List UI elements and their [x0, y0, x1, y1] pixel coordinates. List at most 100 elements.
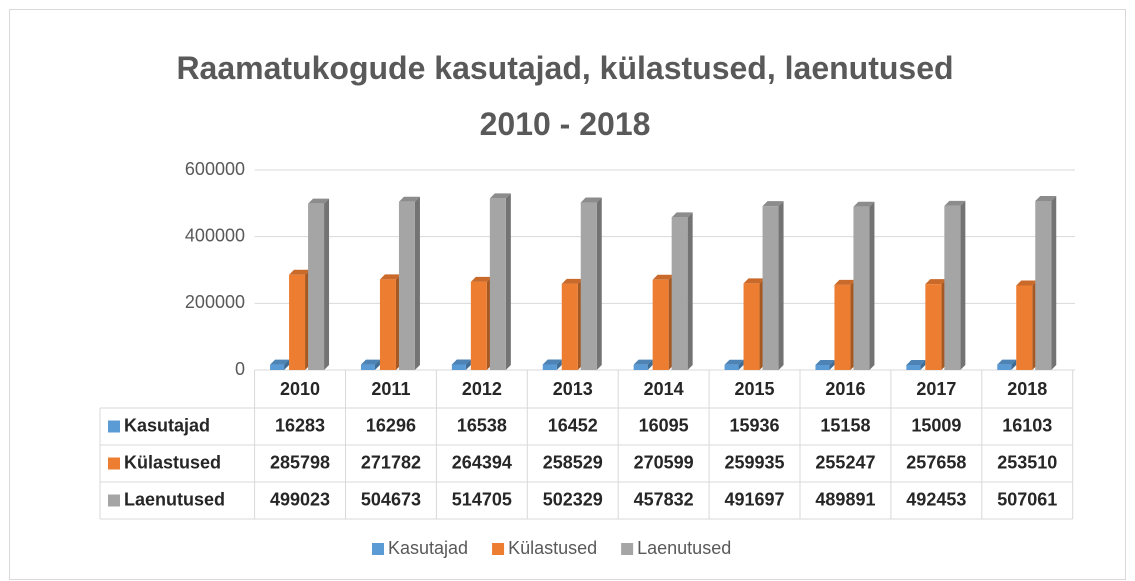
y-tick-label: 200000 — [185, 292, 245, 312]
bar-top — [743, 278, 765, 284]
bar — [289, 274, 306, 370]
bar-top — [580, 197, 602, 203]
bar — [580, 202, 597, 370]
bar-side — [414, 196, 420, 370]
table-cell: 259935 — [725, 452, 785, 472]
bar-top — [489, 193, 511, 199]
bar — [360, 364, 375, 370]
table-cell: 253510 — [997, 452, 1057, 472]
bar-top — [925, 279, 947, 285]
bar — [470, 281, 487, 370]
bar-top — [652, 274, 674, 280]
table-cell: 491697 — [725, 489, 785, 509]
table-cell: 270599 — [634, 452, 694, 472]
legend-label: Laenutused — [637, 538, 731, 558]
chart-title: Raamatukogude kasutajad, külastused, lae… — [176, 50, 954, 142]
bar-side — [869, 201, 875, 370]
bar-side — [1011, 359, 1017, 370]
bar-top — [451, 359, 471, 365]
bar-side — [687, 212, 693, 370]
table-cell: 257658 — [906, 452, 966, 472]
y-tick-label: 400000 — [185, 225, 245, 245]
y-tick-label: 600000 — [185, 159, 245, 179]
legend-label: Külastused — [508, 538, 597, 558]
bar — [633, 364, 648, 370]
table-legend-key — [108, 420, 120, 433]
x-tick-label: 2017 — [916, 379, 956, 399]
x-tick-label: 2012 — [462, 379, 502, 399]
table-row-label: Külastused — [124, 452, 221, 472]
bar-top — [834, 279, 856, 285]
bar — [561, 283, 578, 370]
table-cell: 271782 — [361, 452, 421, 472]
bar — [762, 206, 779, 370]
bar-top — [308, 198, 330, 204]
bar — [925, 284, 942, 370]
bar-top — [1035, 195, 1057, 201]
bar — [1035, 200, 1052, 370]
bar-top — [997, 359, 1017, 365]
table-cell: 492453 — [906, 489, 966, 509]
y-tick-label: 0 — [235, 359, 245, 379]
bar — [270, 364, 285, 370]
bar-top — [944, 200, 966, 206]
table-row-label: Kasutajad — [124, 415, 210, 435]
bar — [398, 201, 415, 370]
bar-side — [960, 200, 966, 370]
bar — [542, 364, 557, 370]
table-cell: 457832 — [634, 489, 694, 509]
bar-side — [505, 193, 511, 370]
table-row-label: Laenutused — [124, 489, 225, 509]
table-cell: 489891 — [815, 489, 875, 509]
bar — [997, 364, 1012, 370]
table-cell: 16452 — [548, 415, 598, 435]
bar-top — [671, 212, 693, 218]
bar — [379, 279, 396, 370]
bar-top — [470, 276, 492, 282]
table-cell: 15936 — [730, 415, 780, 435]
legend-key — [621, 543, 634, 555]
bar — [1016, 285, 1033, 370]
bar-top — [853, 201, 875, 207]
bar-side — [647, 359, 653, 370]
bar-side — [1051, 195, 1057, 370]
bar-top — [762, 201, 784, 207]
table-cell: 16538 — [457, 415, 507, 435]
table-cell: 16283 — [275, 415, 325, 435]
chart-border — [9, 9, 1126, 580]
bar — [944, 205, 961, 370]
bar — [489, 198, 506, 370]
x-tick-label: 2015 — [735, 379, 775, 399]
x-tick-label: 2016 — [825, 379, 865, 399]
bar-top — [289, 269, 311, 275]
bar-top — [724, 359, 744, 365]
bar — [906, 364, 921, 370]
bar-side — [829, 359, 835, 370]
bar-side — [284, 359, 290, 370]
table-cell: 255247 — [815, 452, 875, 472]
table-cell: 507061 — [997, 489, 1057, 509]
bar-top — [542, 359, 562, 365]
bar — [671, 217, 688, 370]
table-cell: 502329 — [543, 489, 603, 509]
table-cell: 264394 — [452, 452, 512, 472]
bar-top — [379, 274, 401, 280]
bar-side — [324, 198, 330, 370]
bar-top — [1016, 280, 1038, 286]
bar-top — [360, 359, 380, 365]
bar — [724, 364, 739, 370]
table-cell: 514705 — [452, 489, 512, 509]
bar — [834, 284, 851, 370]
bar-side — [556, 359, 562, 370]
table-cell: 499023 — [270, 489, 330, 509]
table-legend-key — [108, 494, 120, 507]
bar-top — [815, 359, 835, 365]
bar — [308, 203, 325, 370]
bar-top — [270, 359, 290, 365]
legend-label: Kasutajad — [388, 538, 468, 558]
table-cell: 504673 — [361, 489, 421, 509]
bar — [652, 279, 669, 370]
bar — [815, 364, 830, 370]
bar-side — [738, 359, 744, 370]
